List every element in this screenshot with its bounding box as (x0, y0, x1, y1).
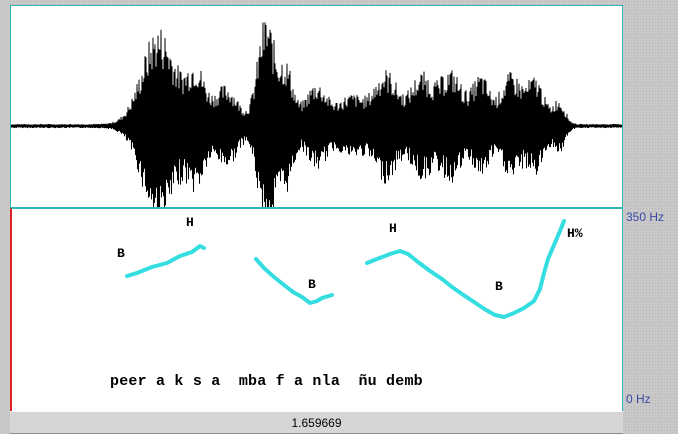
tone-label-b2: B (308, 277, 316, 292)
pitch-axis-max-label: 350 Hz (626, 210, 665, 224)
tone-label-b1: B (117, 246, 125, 261)
pitch-axis-min-label: 0 Hz (626, 392, 651, 406)
status-bar: 1.659669 (10, 411, 623, 434)
waveform-trace (11, 22, 622, 207)
cursor-time-readout: 1.659669 (291, 416, 342, 430)
pitch-contour-segment-3 (365, 219, 566, 319)
window-left-edge (0, 0, 10, 434)
pitch-plot (125, 219, 566, 319)
transcription-text: peer a k s a mba f a nla ñu demb (110, 373, 423, 390)
tone-label-h1: H (186, 215, 194, 230)
tone-label-h2: H (389, 221, 397, 236)
waveform-panel[interactable] (10, 5, 623, 208)
tone-label-b3: B (495, 279, 503, 294)
pitch-contour-segment-1 (125, 244, 206, 278)
tone-label-hpercent: H% (567, 226, 583, 241)
waveform-plot (11, 22, 622, 207)
pitch-contour-segment-2 (254, 257, 334, 305)
pitch-panel[interactable]: B H B H B H% (10, 208, 623, 411)
